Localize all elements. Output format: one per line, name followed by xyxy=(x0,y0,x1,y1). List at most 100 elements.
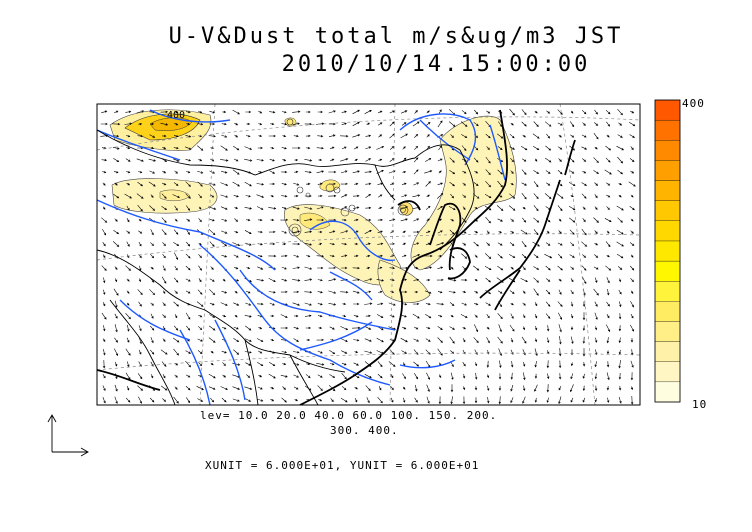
wind-arrow xyxy=(533,121,539,127)
wind-arrow xyxy=(498,385,502,391)
wind-arrow xyxy=(114,266,118,270)
wind-arrow xyxy=(533,170,540,174)
wind-arrow xyxy=(220,386,228,390)
wind-arrow xyxy=(161,217,167,223)
wind-arrow xyxy=(618,194,622,198)
wind-arrow xyxy=(330,206,335,210)
wind-arrow xyxy=(557,242,563,246)
wind-arrow xyxy=(510,218,514,222)
wind-arrow xyxy=(113,171,119,174)
graticule xyxy=(97,104,640,405)
wind-arrow xyxy=(401,182,407,186)
wind-arrow xyxy=(570,278,574,283)
wind-arrow xyxy=(570,384,574,393)
colorbar-swatch xyxy=(654,281,681,302)
wind-arrow xyxy=(353,206,360,209)
wind-arrow xyxy=(510,182,514,186)
wind-arrow xyxy=(161,229,167,236)
wind-arrow xyxy=(424,254,433,258)
wind-arrow xyxy=(150,313,154,319)
wind-arrow xyxy=(305,374,311,379)
wind-arrow xyxy=(486,110,491,114)
wind-arrow xyxy=(126,278,130,282)
wind-arrow xyxy=(354,350,359,354)
wind-arrow xyxy=(509,108,515,116)
wind-arrow xyxy=(127,385,130,391)
wind-arrow xyxy=(162,302,166,307)
wind-arrow xyxy=(126,182,131,186)
wind-arrow xyxy=(606,350,610,355)
wind-arrow xyxy=(316,363,325,366)
wind-arrow xyxy=(366,266,371,270)
wind-arrow xyxy=(581,265,587,271)
wind-arrow xyxy=(172,337,180,343)
wind-arrow xyxy=(437,182,444,186)
wind-arrow xyxy=(617,217,623,223)
wind-arrow xyxy=(340,290,349,294)
wind-arrow xyxy=(630,313,634,319)
wind-arrow xyxy=(533,288,539,296)
wind-arrow xyxy=(281,266,287,270)
wind-arrow xyxy=(606,314,610,319)
wind-arrow xyxy=(185,290,191,294)
wind-arrow xyxy=(305,110,311,114)
wind-arrow xyxy=(365,326,372,330)
wind-arrow xyxy=(185,253,191,259)
wind-arrow xyxy=(126,241,130,247)
wind-arrow xyxy=(162,242,166,247)
wind-arrow xyxy=(497,146,503,150)
wind-arrow xyxy=(606,337,610,344)
wind-arrow xyxy=(593,170,600,174)
wind-arrow xyxy=(125,265,131,271)
wind-arrow xyxy=(497,169,503,175)
wind-arrow xyxy=(221,397,227,403)
wind-arrow xyxy=(329,374,336,378)
wind-arrow xyxy=(125,348,131,356)
wind-arrow xyxy=(522,290,526,294)
wind-arrow xyxy=(413,169,419,175)
wind-arrow xyxy=(532,133,540,139)
wind-arrow xyxy=(557,205,563,212)
wind-arrow xyxy=(510,361,514,368)
wind-arrow xyxy=(570,110,574,114)
wind-arrow xyxy=(340,170,348,174)
wind-arrow xyxy=(521,121,527,127)
wind-arrow xyxy=(376,350,384,354)
wind-arrow xyxy=(114,337,118,343)
wind-arrow xyxy=(244,230,252,234)
wind-arrow xyxy=(594,122,599,126)
wind-arrow xyxy=(497,133,504,139)
wind-arrow xyxy=(484,266,492,270)
wind-arrow xyxy=(304,314,312,318)
wind-arrow xyxy=(209,289,216,296)
wind-arrow xyxy=(413,242,420,246)
wind-arrow xyxy=(281,350,288,354)
wind-arrow xyxy=(582,385,586,392)
wind-arrow xyxy=(102,242,106,247)
wind-arrow xyxy=(330,362,335,366)
wind-arrow xyxy=(174,386,178,390)
wind-arrow xyxy=(401,350,408,354)
wind-arrow xyxy=(438,315,443,318)
wind-arrow xyxy=(629,265,635,271)
wind-arrow xyxy=(425,313,432,319)
wind-arrow xyxy=(426,194,430,198)
colorbar-min-label: 10 xyxy=(692,398,708,411)
wind-arrow xyxy=(317,266,324,270)
wind-arrow xyxy=(257,218,263,222)
wind-arrow xyxy=(198,265,202,271)
wind-arrow xyxy=(197,122,204,126)
wind-arrow xyxy=(234,230,239,234)
wind-arrow xyxy=(114,278,118,283)
wind-arrow xyxy=(425,121,431,126)
wind-arrow xyxy=(618,182,622,186)
wind-arrow xyxy=(102,254,106,259)
wind-arrow xyxy=(281,397,287,403)
wind-arrow xyxy=(234,134,239,138)
wind-arrow xyxy=(270,146,275,150)
wind-arrow xyxy=(510,337,514,343)
wind-arrow xyxy=(198,362,203,367)
wind-arrow xyxy=(618,349,622,355)
wind-arrow xyxy=(582,254,587,258)
